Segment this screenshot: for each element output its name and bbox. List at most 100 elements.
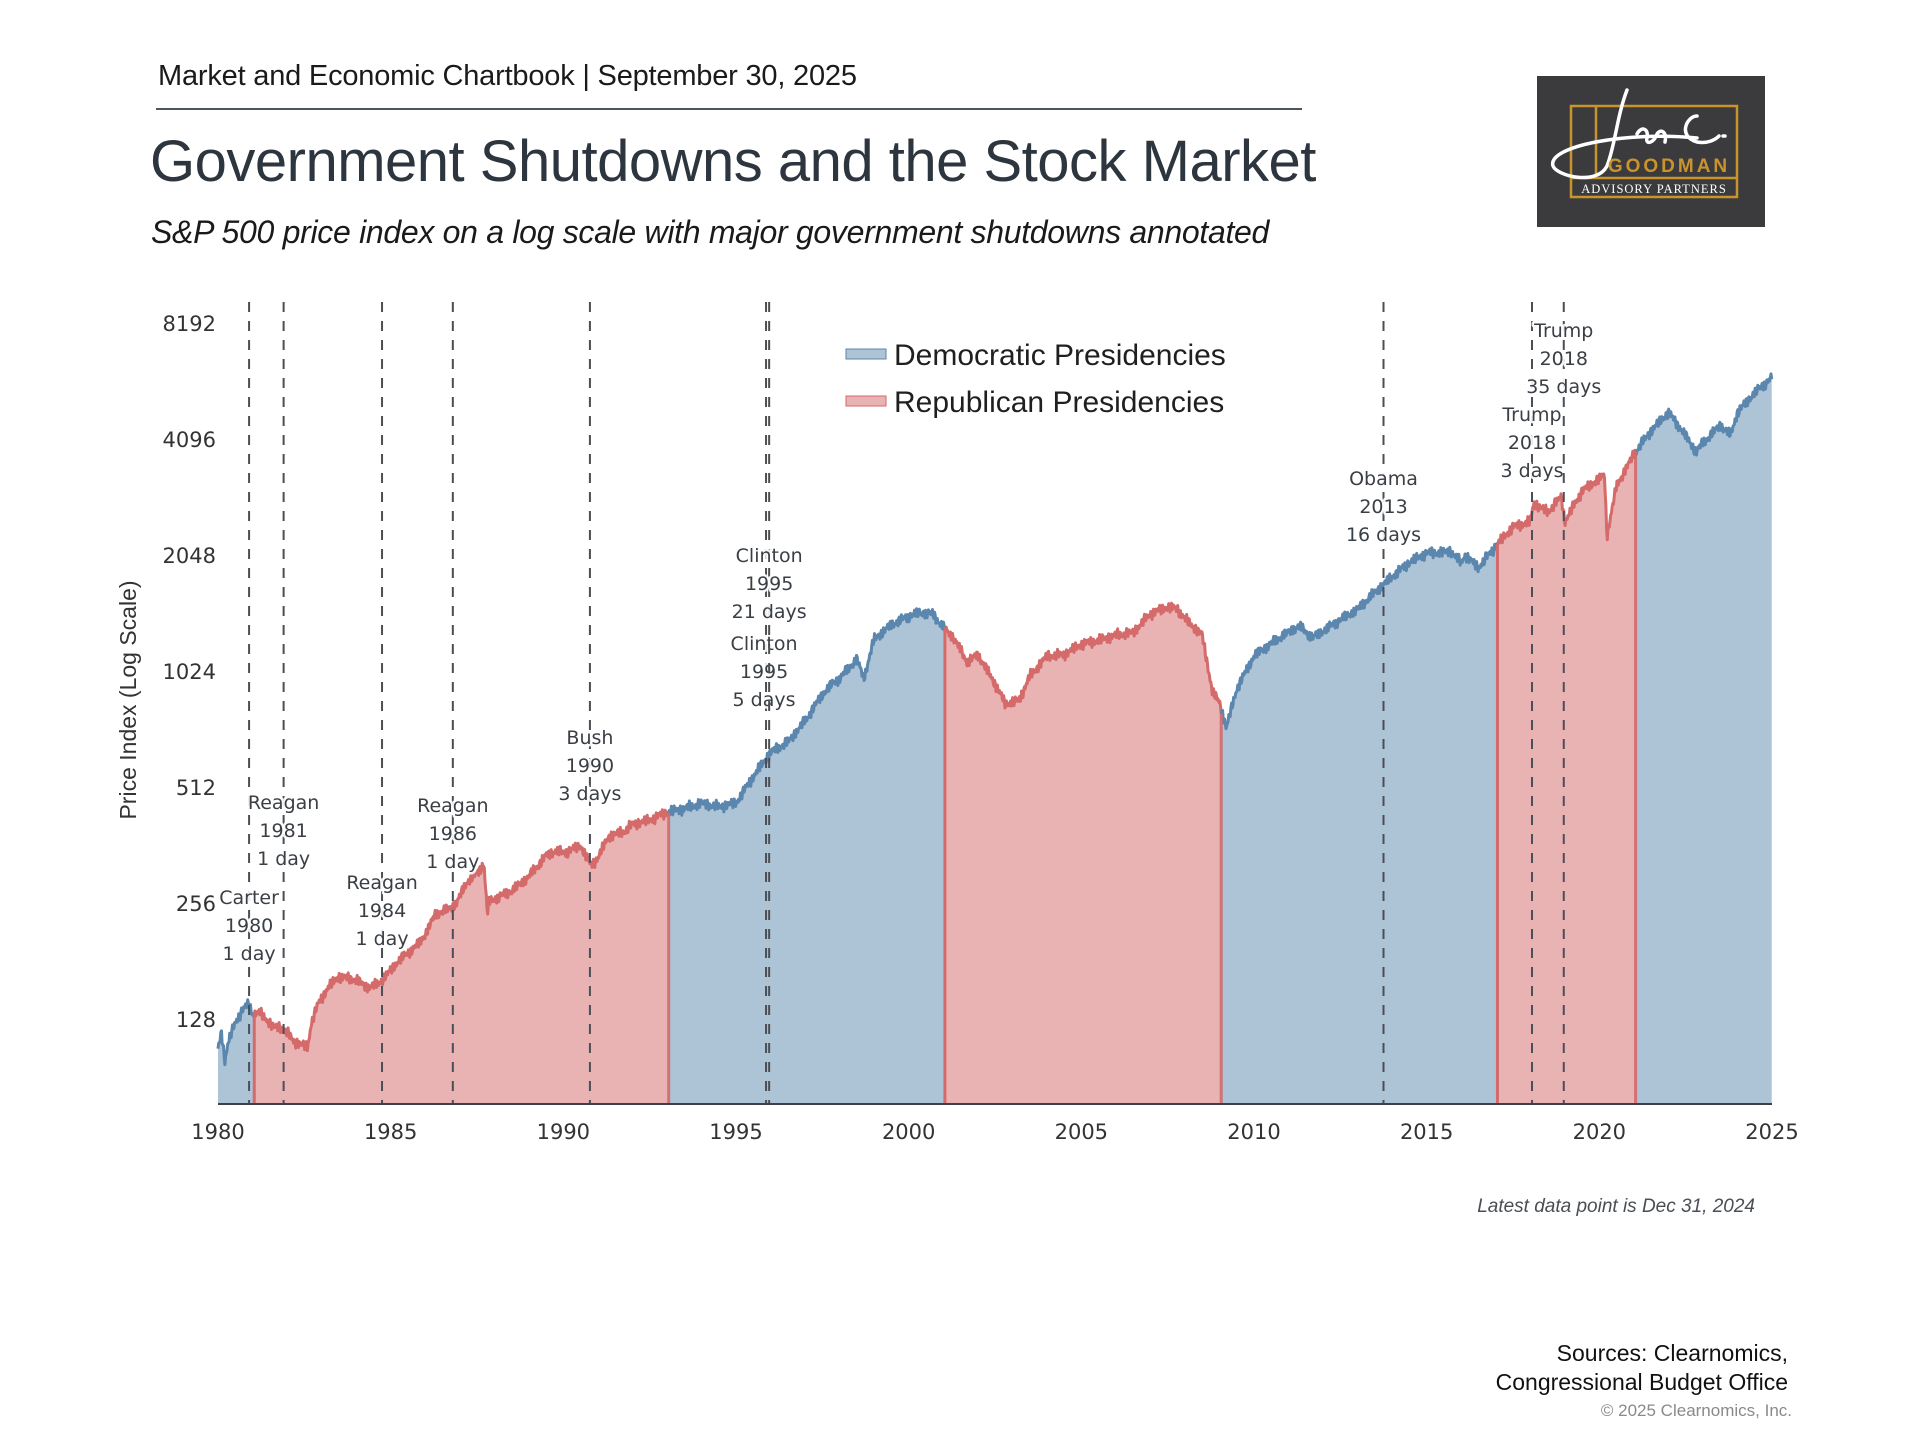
presidency-boundaries [252, 451, 1638, 1104]
x-tick-label: 2025 [1745, 1120, 1798, 1144]
shutdown-label-halo: 3 days [558, 783, 621, 805]
shutdown-label-duration: 5 days [733, 689, 796, 711]
shutdown-label-halo: 2013 [1359, 496, 1407, 518]
area-democratic-6 [1635, 373, 1772, 1104]
shutdown-label-halo: 1981 [259, 820, 307, 842]
goodman-logo-icon: GOODMAN ADVISORY PARTNERS [1551, 88, 1739, 199]
shutdown-label-year: 1995 [745, 573, 793, 595]
shutdown-label-president: Trump [1533, 320, 1593, 342]
y-tick-label: 128 [176, 1008, 216, 1032]
shutdown-label-duration: 35 days [1526, 376, 1601, 398]
shutdown-label-president: Trump [1501, 404, 1561, 426]
shutdown-label-halo: 2018 [1540, 348, 1588, 370]
shutdown-label-halo: 1980 [225, 915, 273, 937]
shutdown-label-halo: Reagan [346, 872, 417, 894]
shutdown-label-duration: 1 day [257, 848, 310, 870]
y-tick-label: 1024 [163, 660, 216, 684]
y-tick-label: 2048 [163, 544, 216, 568]
x-tick-label: 2015 [1400, 1120, 1453, 1144]
price-lines [216, 372, 1774, 1067]
shutdown-label-duration: 1 day [223, 943, 276, 965]
shutdown-label-halo: 5 days [733, 689, 796, 711]
shutdown-label-president: Clinton [736, 545, 803, 567]
legend: Democratic Presidencies Republican Presid… [845, 339, 1226, 419]
shutdown-label-halo: 1984 [358, 900, 406, 922]
line-democratic-2 [667, 607, 947, 817]
sources-line-2: Congressional Budget Office [1495, 1369, 1788, 1395]
line-republican-5 [1496, 448, 1637, 546]
shutdown-label-duration: 3 days [558, 783, 621, 805]
shutdown-label-year: 1984 [358, 900, 406, 922]
shutdown-label-halo: Carter [219, 887, 279, 909]
shutdown-label-halo: 1986 [429, 823, 477, 845]
x-axis-ticks: 1980 1985 1990 1995 2000 2005 2010 2015 2020 2025 [191, 1120, 1798, 1144]
logo-tagline: ADVISORY PARTNERS [1581, 182, 1727, 196]
shutdown-label-halo: Bush [566, 727, 613, 749]
shutdown-label-halo: Clinton [731, 633, 798, 655]
y-axis-ticks: 128 256 512 1024 2048 4096 8192 [163, 312, 216, 1032]
shutdown-label-halo: Clinton [736, 545, 803, 567]
y-tick-label: 512 [176, 776, 216, 800]
shutdown-label-halo: Trump [1501, 404, 1561, 426]
presidency-fills [218, 373, 1772, 1104]
shutdown-label-halo: 16 days [1346, 524, 1421, 546]
shutdown-label-halo: 2018 [1508, 432, 1556, 454]
shutdown-label-year: 2013 [1359, 496, 1407, 518]
header-divider [156, 108, 1302, 110]
logo-name: GOODMAN [1608, 156, 1730, 177]
shutdown-label-halo: 3 days [1501, 460, 1564, 482]
area-democratic-4 [1221, 543, 1498, 1104]
y-tick-label: 256 [176, 892, 216, 916]
shutdown-label-president: Bush [566, 727, 613, 749]
area-democratic-0 [218, 999, 254, 1104]
area-republican-5 [1497, 450, 1636, 1104]
company-logo: GOODMAN ADVISORY PARTNERS [1537, 76, 1765, 227]
y-axis-label: Price Index (Log Scale) [115, 580, 141, 819]
chartbook-header: Market and Economic Chartbook | Septembe… [158, 60, 857, 92]
legend-swatch-democratic [845, 348, 887, 360]
x-tick-label: 1985 [364, 1120, 417, 1144]
y-tick-label: 4096 [163, 428, 216, 452]
shutdown-label-duration: 21 days [732, 601, 807, 623]
shutdown-label-president: Reagan [248, 792, 319, 814]
shutdown-label-year: 1981 [259, 820, 307, 842]
y-tick-label: 8192 [163, 312, 216, 336]
shutdown-label-halo: 1 day [223, 943, 276, 965]
shutdown-label-president: Obama [1349, 468, 1418, 490]
x-tick-label: 2000 [882, 1120, 935, 1144]
shutdown-label-year: 1995 [740, 661, 788, 683]
shutdown-label-president: Carter [219, 887, 279, 909]
shutdown-label-year: 1980 [225, 915, 273, 937]
x-tick-label: 1980 [191, 1120, 244, 1144]
legend-label-democratic: Democratic Presidencies [894, 339, 1226, 372]
shutdown-label-halo: 1 day [426, 851, 479, 873]
shutdown-label-halo: Trump [1533, 320, 1593, 342]
shutdown-label-year: 2018 [1540, 348, 1588, 370]
area-republican-1 [254, 809, 669, 1104]
shutdown-label-halo: 1990 [566, 755, 614, 777]
shutdown-label-president: Clinton [731, 633, 798, 655]
shutdown-label-duration: 3 days [1501, 460, 1564, 482]
legend-swatch-republican [845, 395, 887, 407]
sources-line-1: Sources: Clearnomics, [1556, 1340, 1788, 1366]
area-republican-3 [944, 603, 1222, 1104]
shutdown-label-year: 1986 [429, 823, 477, 845]
x-tick-label: 2010 [1227, 1120, 1280, 1144]
shutdown-label-halo: Obama [1349, 468, 1418, 490]
x-tick-label: 1990 [537, 1120, 590, 1144]
line-republican-1 [252, 808, 671, 1053]
shutdown-label-halo: 21 days [732, 601, 807, 623]
page-title: Government Shutdowns and the Stock Marke… [150, 129, 1316, 194]
line-republican-3 [943, 601, 1223, 715]
shutdown-label-halo: 1 day [257, 848, 310, 870]
shutdown-label-president: Reagan [417, 795, 488, 817]
legend-label-republican: Republican Presidencies [894, 386, 1224, 419]
